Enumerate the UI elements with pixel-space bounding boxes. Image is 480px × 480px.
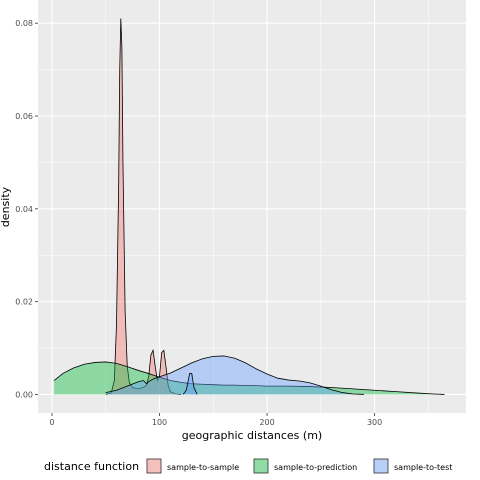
y-tick-label: 0.02: [15, 298, 33, 307]
y-tick-label: 0.08: [15, 19, 33, 28]
x-tick-label: 0: [49, 418, 54, 427]
y-axis-label: density: [0, 186, 12, 227]
y-tick-label: 0.04: [15, 205, 33, 214]
legend-swatch-sample-to-prediction: [253, 458, 269, 474]
x-tick-label: 300: [367, 418, 382, 427]
curve-sample-to-test: [105, 355, 364, 395]
curve-sample-to-sample: [105, 18, 182, 395]
y-tick-label: 0.06: [15, 112, 33, 121]
density-areas: [53, 18, 445, 395]
x-tick-label: 100: [152, 418, 167, 427]
y-tick-label: 0.00: [15, 390, 33, 399]
legend-key-sample-to-sample: [146, 458, 162, 474]
x-axis-label: geographic distances (m): [182, 429, 322, 442]
legend-label-sample-to-sample: sample-to-sample: [167, 463, 239, 472]
legend-swatch-sample-to-test: [373, 458, 389, 474]
minor-gridlines: [38, 0, 466, 413]
legend: distance function sample-to-sample sampl…: [44, 458, 452, 474]
legend-title: distance function: [44, 460, 139, 473]
major-gridlines: [38, 0, 466, 413]
legend-swatch-sample-to-sample: [146, 458, 162, 474]
curve-sample-to-prediction: [53, 361, 445, 395]
panel-background: [38, 0, 466, 413]
curve-sample-to-test-subpeak: [182, 373, 198, 395]
area-sample-to-prediction: [54, 361, 445, 395]
area-sample-to-test: [105, 355, 364, 395]
legend-label-sample-to-test: sample-to-test: [394, 463, 452, 472]
legend-label-sample-to-prediction: sample-to-prediction: [274, 463, 357, 472]
legend-key-sample-to-prediction: [253, 458, 269, 474]
y-axis: 0.00 0.02 0.04 0.06 0.08: [15, 19, 38, 399]
x-tick-label: 200: [259, 418, 274, 427]
legend-key-sample-to-test: [373, 458, 389, 474]
x-axis: 0 100 200 300: [49, 413, 382, 427]
